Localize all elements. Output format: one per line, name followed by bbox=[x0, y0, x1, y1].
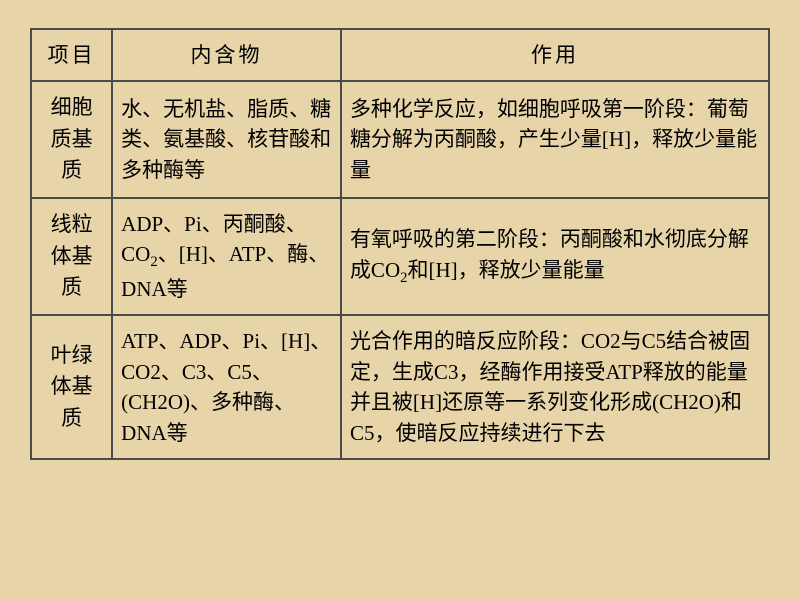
table-row: 叶绿体基质 ATP、ADP、Pi、[H]、CO2、C3、C5、(CH2O)、多种… bbox=[31, 315, 769, 459]
row2-item: 线粒体基质 bbox=[31, 198, 112, 315]
row3-contents: ATP、ADP、Pi、[H]、CO2、C3、C5、(CH2O)、多种酶、DNA等 bbox=[112, 315, 341, 459]
row1-item: 细胞质基质 bbox=[31, 81, 112, 198]
header-function: 作用 bbox=[341, 29, 769, 81]
table-header-row: 项目 内含物 作用 bbox=[31, 29, 769, 81]
row2-contents: ADP、Pi、丙酮酸、CO2、[H]、ATP、酶、DNA等 bbox=[112, 198, 341, 315]
row3-item: 叶绿体基质 bbox=[31, 315, 112, 459]
row1-function: 多种化学反应，如细胞呼吸第一阶段：葡萄糖分解为丙酮酸，产生少量[H]，释放少量能… bbox=[341, 81, 769, 198]
comparison-table: 项目 内含物 作用 细胞质基质 水、无机盐、脂质、糖类、氨基酸、核苷酸和多种酶等… bbox=[30, 28, 770, 460]
header-contents: 内含物 bbox=[112, 29, 341, 81]
row1-contents: 水、无机盐、脂质、糖类、氨基酸、核苷酸和多种酶等 bbox=[112, 81, 341, 198]
table-row: 细胞质基质 水、无机盐、脂质、糖类、氨基酸、核苷酸和多种酶等 多种化学反应，如细… bbox=[31, 81, 769, 198]
header-item: 项目 bbox=[31, 29, 112, 81]
row3-function: 光合作用的暗反应阶段：CO2与C5结合被固定，生成C3，经酶作用接受ATP释放的… bbox=[341, 315, 769, 459]
table-row: 线粒体基质 ADP、Pi、丙酮酸、CO2、[H]、ATP、酶、DNA等 有氧呼吸… bbox=[31, 198, 769, 315]
row2-function: 有氧呼吸的第二阶段：丙酮酸和水彻底分解成CO2和[H]，释放少量能量 bbox=[341, 198, 769, 315]
